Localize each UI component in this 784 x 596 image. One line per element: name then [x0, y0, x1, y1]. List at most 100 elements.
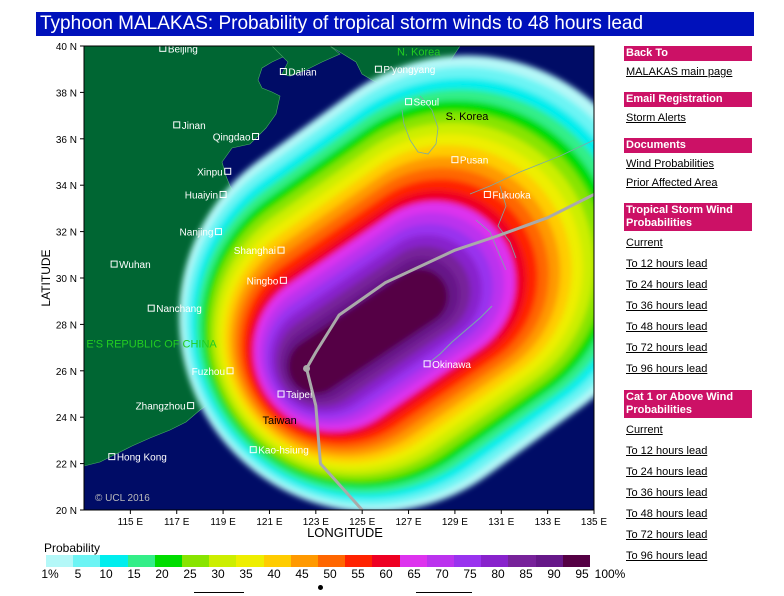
legend-swatch	[236, 555, 264, 567]
sidebar-link[interactable]: To 72 hours lead	[626, 342, 708, 354]
city-marker: Xinpu	[197, 167, 232, 178]
legend-swatch	[182, 555, 210, 567]
legend-swatch	[290, 555, 319, 567]
sidebar-link[interactable]: Current	[626, 424, 663, 436]
city-label: Huaiyin	[185, 190, 218, 201]
legend-title: Probability	[44, 541, 101, 555]
city-marker: Nanchang	[147, 304, 202, 315]
city-marker: Qingdao	[213, 132, 260, 143]
city-label: Shanghai	[234, 246, 276, 257]
lon-tick-label: 125 E	[349, 517, 375, 528]
lon-tick-label: 115 E	[118, 517, 144, 528]
sidebar-link[interactable]: To 48 hours lead	[626, 508, 708, 520]
lat-tick-label: 24 N	[56, 413, 77, 424]
lat-tick-label: 36 N	[56, 135, 77, 146]
legend-swatch	[46, 555, 74, 567]
sidebar-link[interactable]: To 36 hours lead	[626, 300, 708, 312]
city-square-icon	[279, 276, 287, 284]
sidebar-link[interactable]: To 12 hours lead	[626, 258, 708, 270]
city-label: P'yongyang	[383, 65, 435, 76]
sidebar-link[interactable]: To 72 hours lead	[626, 529, 708, 541]
sidebar-link[interactable]: To 36 hours lead	[626, 487, 708, 499]
bullet-dot	[318, 585, 323, 590]
city-label: Qingdao	[213, 132, 251, 143]
sidebar-link[interactable]: MALAKAS main page	[626, 66, 733, 78]
city-square-icon	[219, 190, 227, 198]
ryukyu-islands	[429, 305, 493, 363]
legend-swatch	[535, 555, 563, 567]
legend-tick-label: 80	[491, 567, 505, 581]
legend-tick-label: 60	[379, 567, 393, 581]
city-label: Hong Kong	[117, 453, 167, 464]
sidebar-link[interactable]: To 24 hours lead	[626, 466, 708, 478]
lon-tick-label: 129 E	[442, 517, 468, 528]
legend-swatch	[100, 555, 128, 567]
city-label: Fukuoka	[492, 190, 531, 201]
legend-tick-label: 30	[211, 567, 225, 581]
probability-field	[179, 55, 594, 510]
x-axis-label: LONGITUDE	[307, 525, 383, 538]
sidebar-section: Email Registration Storm Alerts	[624, 92, 752, 126]
lat-tick-label: 40 N	[56, 42, 77, 53]
sidebar-link[interactable]: Prior Affected Area	[626, 177, 718, 189]
city-label: Ningbo	[247, 276, 279, 287]
city-marker: Seoul	[405, 98, 439, 109]
lon-tick-label: 133 E	[535, 517, 561, 528]
sidebar-link[interactable]: Wind Probabilities	[626, 158, 715, 170]
city-marker: Kao-hsiung	[249, 446, 309, 457]
city-square-icon	[451, 156, 459, 164]
sidebar-link[interactable]: To 96 hours lead	[626, 363, 708, 375]
sidebar-section-header: Back To	[624, 46, 752, 61]
sidebar-link[interactable]: To 96 hours lead	[626, 550, 708, 562]
legend-tick-label: 100%	[594, 567, 626, 581]
legend-tick-label: 25	[183, 567, 197, 581]
region-label: E'S REPUBLIC OF CHINA	[86, 339, 217, 351]
city-square-icon	[226, 367, 234, 375]
lat-tick-label: 38 N	[56, 88, 77, 99]
city-label: Pusan	[460, 156, 488, 167]
legend-tick-label: 85	[519, 567, 533, 581]
divider-left	[194, 592, 244, 593]
lat-tick-label: 32 N	[56, 228, 77, 239]
sidebar-link[interactable]: Storm Alerts	[626, 112, 686, 124]
city-square-icon	[279, 68, 287, 76]
legend-swatch	[454, 555, 482, 567]
wind-probability-map: Beijing Dalian P'yongyang Seoul Jinan Qingdao…	[39, 42, 607, 538]
city-square-icon	[277, 390, 285, 398]
city-marker: Wuhan	[110, 260, 151, 271]
city-label: Taipei	[286, 390, 312, 401]
city-square-icon	[173, 121, 181, 129]
sidebar-section-header: Cat 1 or Above Wind Probabilities	[624, 390, 752, 418]
city-square-icon	[277, 246, 285, 254]
city-label: Fuzhou	[192, 367, 225, 378]
legend-tick-label: 45	[295, 567, 309, 581]
sidebar-link[interactable]: Current	[626, 237, 663, 249]
legend-swatch	[426, 555, 455, 567]
city-square-icon	[224, 167, 232, 175]
city-marker: Fuzhou	[192, 367, 234, 378]
lon-tick-label: 119 E	[210, 517, 236, 528]
sidebar-link[interactable]: To 24 hours lead	[626, 279, 708, 291]
city-label: Xinpu	[197, 167, 223, 178]
city-marker: Shanghai	[234, 246, 285, 257]
city-label: Jinan	[182, 121, 206, 132]
legend-swatch	[481, 555, 509, 567]
city-label: Dalian	[288, 68, 316, 79]
city-marker: Hong Kong	[108, 453, 167, 464]
sidebar-link[interactable]: To 12 hours lead	[626, 445, 708, 457]
legend-tick-label: 5	[74, 567, 82, 581]
legend-tick-label: 55	[351, 567, 365, 581]
copyright-note: © UCL 2016	[95, 493, 150, 504]
sidebar-link[interactable]: To 48 hours lead	[626, 321, 708, 333]
legend-swatch	[73, 555, 101, 567]
legend-tick-label: 75	[463, 567, 477, 581]
lon-tick-label: 121 E	[256, 517, 282, 528]
legend-swatch	[263, 555, 291, 567]
city-square-icon	[252, 132, 260, 140]
lon-tick-label: 117 E	[164, 517, 190, 528]
legend-swatch	[562, 555, 591, 567]
legend-tick-label: 90	[547, 567, 561, 581]
city-marker: Huaiyin	[185, 190, 227, 201]
lat-tick-label: 26 N	[56, 367, 77, 378]
probability-legend: Probability 1% 5 10 15 20 25 30 35 40 45 50 55 60 65 7…	[0, 538, 625, 596]
